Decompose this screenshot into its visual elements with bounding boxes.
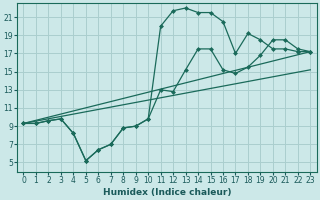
X-axis label: Humidex (Indice chaleur): Humidex (Indice chaleur)	[103, 188, 231, 197]
